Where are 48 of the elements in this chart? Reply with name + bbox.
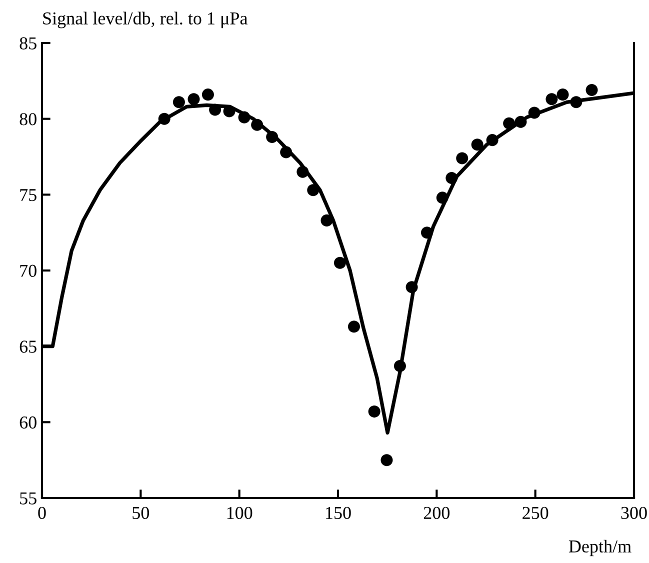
y-tick-label: 65 xyxy=(20,340,36,353)
y-tick-label: 80 xyxy=(20,113,36,126)
x-axis-title: Depth/m xyxy=(568,540,632,556)
point xyxy=(546,93,558,106)
point xyxy=(172,96,185,108)
point xyxy=(420,226,434,239)
point xyxy=(503,117,516,130)
point xyxy=(320,214,333,226)
point xyxy=(556,88,569,101)
point xyxy=(348,320,360,333)
point xyxy=(334,256,346,269)
x-tick-label: 250 xyxy=(522,506,548,520)
y-axis-title: Signal level/db, rel. to 1 μPa xyxy=(43,12,248,28)
point xyxy=(158,112,170,125)
point xyxy=(266,131,278,144)
x-tick-label: 200 xyxy=(424,506,450,520)
x-tick-label: 150 xyxy=(326,506,351,520)
point xyxy=(471,138,484,151)
point xyxy=(188,93,200,106)
point xyxy=(514,116,527,128)
y-tick-label: 85 xyxy=(20,37,36,50)
point xyxy=(307,184,320,196)
point xyxy=(586,84,598,96)
point xyxy=(406,281,418,294)
x-tick-label: 300 xyxy=(621,506,647,520)
point xyxy=(280,146,292,158)
point xyxy=(368,406,380,418)
point xyxy=(394,360,406,372)
point xyxy=(209,104,222,116)
point xyxy=(486,134,498,146)
point xyxy=(446,172,458,184)
x-tick-label: 0 xyxy=(38,506,46,520)
point xyxy=(202,88,214,101)
y-tick-label: 55 xyxy=(20,492,36,504)
point xyxy=(223,105,236,118)
x-tick-label: 50 xyxy=(132,506,150,520)
point xyxy=(456,152,468,164)
point xyxy=(380,454,393,466)
point xyxy=(238,111,250,124)
y-tick-label: 60 xyxy=(20,416,36,429)
point xyxy=(436,192,448,204)
point xyxy=(528,106,540,119)
y-tick-label: 75 xyxy=(20,189,36,202)
point xyxy=(570,96,582,108)
y-tick-label: 70 xyxy=(20,264,36,277)
point xyxy=(251,118,264,131)
point xyxy=(296,166,309,178)
x-tick-label: 100 xyxy=(227,506,252,520)
